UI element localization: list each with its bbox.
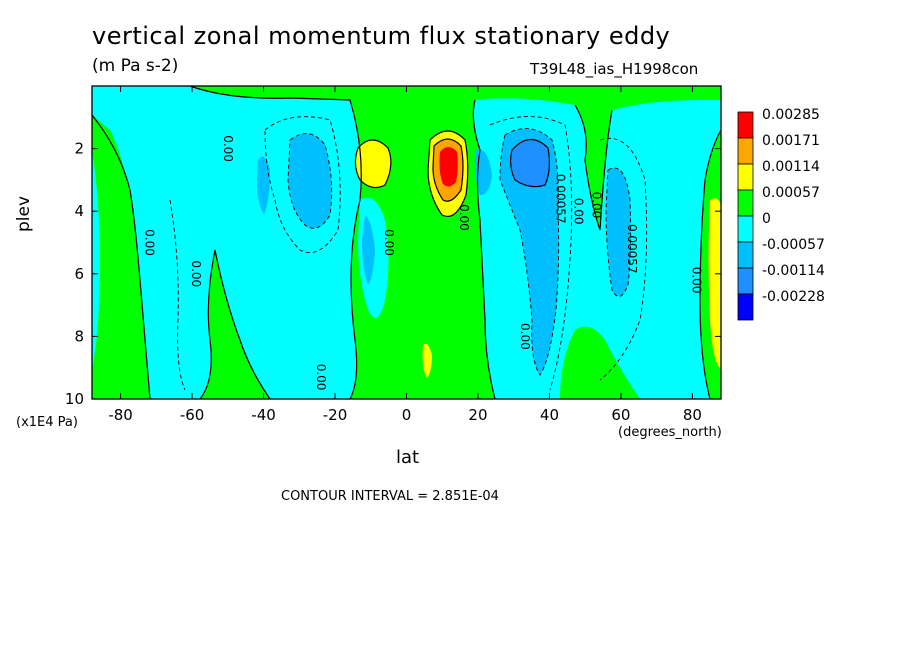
contour-label: 0.00057 <box>625 224 639 274</box>
legend-label: 0.00114 <box>762 159 820 175</box>
contour-line-zero-left <box>92 114 151 399</box>
contour-line-pos-1 <box>427 130 469 217</box>
contour-line-pos-2 <box>432 138 464 202</box>
legend-label: 0.00057 <box>762 185 820 201</box>
contour-label: 0.00 <box>189 260 203 287</box>
y-tick-label: 8 <box>74 327 84 345</box>
contour-line-zero-mid-left <box>199 249 271 399</box>
legend-label: 0 <box>762 211 771 227</box>
contour-label: 0.00 <box>589 192 603 219</box>
x-tick-label: -60 <box>180 406 205 424</box>
chart-title: vertical zonal momentum flux stationary … <box>92 22 671 50</box>
contour-line-pos-3 <box>354 139 392 189</box>
fill-band-yellow-4 <box>708 198 721 370</box>
legend-swatch <box>737 137 754 165</box>
contour-line-neg-2 <box>499 128 560 376</box>
color-legend: 0.00285 0.00171 0.00114 0.00057 0 -0.00057 -0.… <box>737 107 825 321</box>
x-tick-label: 80 <box>683 406 702 424</box>
legend-label: 0.00171 <box>762 133 820 149</box>
legend-label: -0.00114 <box>762 263 825 279</box>
fill-band-blue-2 <box>256 156 270 215</box>
contour-label: 0.00 <box>518 323 532 350</box>
fill-band-blue-6 <box>606 168 631 297</box>
legend-swatch <box>737 241 754 269</box>
contour-label: 0.00 <box>457 204 471 231</box>
contour-label: 0.00 <box>382 229 396 256</box>
legend-swatch <box>737 215 754 243</box>
x-tick-label: 60 <box>611 406 630 424</box>
fill-band-blue-3 <box>362 215 375 285</box>
fill-band-blue-5 <box>500 128 559 375</box>
fill-band-cyan-left-edge <box>92 150 100 370</box>
contour-line-zero-right-2 <box>574 104 613 231</box>
contour-line-zero-upper <box>189 86 362 399</box>
contour-label: 0.00 <box>221 135 235 162</box>
x-tick-label: 20 <box>468 406 487 424</box>
fill-band-blue-1 <box>288 133 332 229</box>
contour-line-neg-3 <box>605 167 632 297</box>
chart-units: (m Pa s-2) <box>92 56 179 76</box>
run-id: T39L48_ias_H1998con <box>530 60 699 78</box>
x-tick-label: 40 <box>540 406 559 424</box>
y-ticks: 2 4 6 8 10 <box>65 140 721 408</box>
x-axis-label: lat <box>396 447 420 468</box>
contour-label: 0.00 <box>689 267 703 294</box>
contour-line-neg-6 <box>489 116 573 391</box>
contour-line-zero-right <box>472 99 496 399</box>
contour-line-zero-far-right <box>699 129 721 399</box>
contour-line-neg-core <box>509 138 551 188</box>
legend-swatch <box>737 111 754 139</box>
x-tick-label: -20 <box>323 406 348 424</box>
y-axis-units: (x1E4 Pa) <box>16 415 78 430</box>
legend-swatch <box>737 163 754 191</box>
x-ticks: -80 -60 -40 -20 0 20 40 60 80 <box>108 86 702 424</box>
contour-fills <box>92 86 721 399</box>
legend-swatch <box>737 189 754 217</box>
fill-band-red <box>439 147 458 187</box>
legend-swatch <box>737 267 754 295</box>
contour-interval: CONTOUR INTERVAL = 2.851E-04 <box>281 489 499 504</box>
x-tick-label: 0 <box>402 406 412 424</box>
contour-line-neg-7 <box>599 138 648 381</box>
fill-band-yellow-1 <box>355 140 391 188</box>
y-tick-label: 4 <box>74 202 84 220</box>
contour-line-neg-1 <box>287 133 333 229</box>
x-tick-label: -80 <box>108 406 133 424</box>
y-tick-label: 2 <box>74 140 84 158</box>
fill-band-blue-7 <box>510 139 550 187</box>
contour-label: 0.00057 <box>554 174 568 224</box>
legend-label: -0.00228 <box>762 289 825 305</box>
y-tick-label: 6 <box>74 265 84 283</box>
x-tick-label: -40 <box>251 406 276 424</box>
contour-label: 0.00 <box>314 364 328 391</box>
legend-swatch <box>737 293 754 321</box>
contour-line-neg-5 <box>264 116 341 253</box>
contour-label: 0.00 <box>571 198 585 225</box>
contour-labels: 0.000.000.000.000.000.000.000.00057 0.00 0… <box>143 135 704 390</box>
x-axis-units: (degrees_north) <box>618 425 722 440</box>
contour-label: 0.00 <box>143 229 157 256</box>
legend-label: -0.00057 <box>762 237 825 253</box>
fill-band-yellow-3 <box>422 343 432 378</box>
y-tick-label: 10 <box>65 390 84 408</box>
legend-label: 0.00285 <box>762 107 820 123</box>
contour-line-neg-4 <box>169 199 186 391</box>
